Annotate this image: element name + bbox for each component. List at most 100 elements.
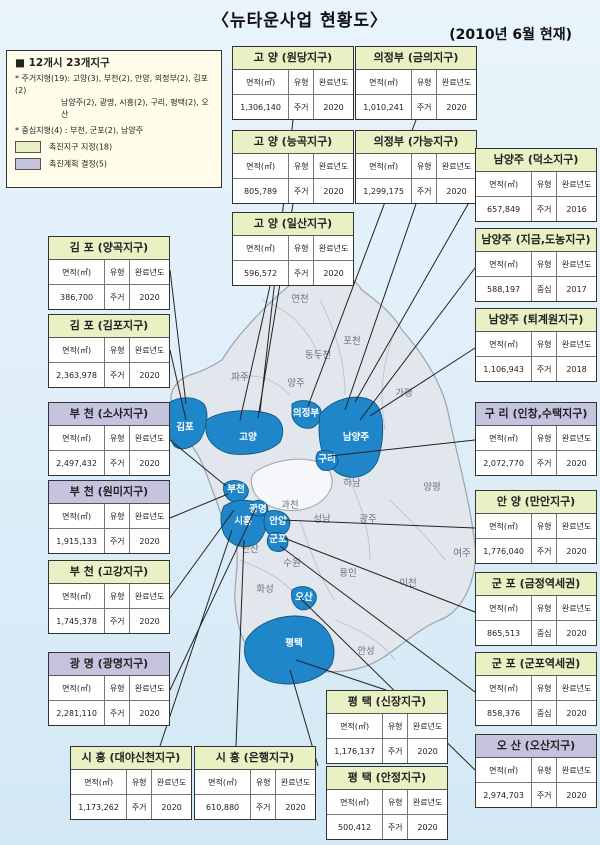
district-table: 면적(㎡) 유형 완료년도 657,849 주거 2016 (476, 172, 596, 221)
type-header: 유형 (104, 426, 131, 451)
district-title: 고 양 (원당지구) (233, 47, 353, 70)
district-table: 면적(㎡) 유형 완료년도 1,776,040 주거 2020 (476, 514, 596, 563)
type-header: 유형 (288, 154, 315, 179)
district-title: 군 포 (금정역세권) (476, 573, 596, 596)
type-header: 유형 (288, 236, 315, 261)
district-box: 오 산 (오산지구) 면적(㎡) 유형 완료년도 2,974,703 주거 2020 (475, 734, 597, 808)
year-value: 2020 (556, 538, 596, 563)
district-box: 남양주 (지금,도농지구) 면적(㎡) 유형 완료년도 588,197 중심 2017 (475, 228, 597, 302)
area-value: 1,176,137 (327, 738, 384, 763)
district-box: 안 양 (만안지구) 면적(㎡) 유형 완료년도 1,776,040 주거 2020 (475, 490, 597, 564)
type-value: 주거 (411, 94, 438, 119)
district-title: 시 흥 (대야신천지구) (71, 747, 191, 770)
year-header: 완료년도 (561, 765, 592, 775)
city-label: 부천 (227, 483, 244, 495)
district-box: 김 포 (김포지구) 면적(㎡) 유형 완료년도 2,363,978 주거 2020 (48, 314, 170, 388)
region-label: 이천 (399, 578, 416, 589)
type-value: 주거 (104, 608, 131, 633)
type-value: 주거 (104, 284, 131, 309)
region-label: 여주 (453, 547, 471, 559)
city-label: 남양주 (343, 431, 369, 443)
year-header: 완료년도 (561, 179, 592, 189)
region-label: 동두천 (305, 350, 331, 361)
year-value: 2020 (313, 178, 353, 203)
district-title: 시 흥 (은행지구) (195, 747, 315, 770)
area-header: 면적(㎡) (356, 154, 413, 179)
district-table: 면적(㎡) 유형 완료년도 386,700 주거 2020 (49, 260, 169, 309)
district-table: 면적(㎡) 유형 완료년도 596,572 주거 2020 (233, 236, 353, 285)
year-value: 2020 (313, 94, 353, 119)
type-header: 유형 (531, 426, 558, 451)
gwangmyeong-area (251, 500, 269, 517)
legend-heading: ■ 12개시 23개지구 (15, 57, 110, 69)
type-header: 유형 (250, 770, 277, 795)
district-box: 의정부 (금의지구) 면적(㎡) 유형 완료년도 1,010,241 주거 2020 (355, 46, 477, 120)
area-header: 면적(㎡) (195, 770, 252, 795)
district-title: 김 포 (양곡지구) (49, 237, 169, 260)
gunpo-area (266, 532, 289, 552)
district-title: 평 택 (신장지구) (327, 691, 447, 714)
seoul-area (250, 458, 333, 511)
year-value: 2020 (556, 450, 596, 475)
district-title: 부 천 (원미지구) (49, 481, 169, 504)
area-value: 2,072,770 (476, 450, 533, 475)
year-value: 2020 (436, 178, 476, 203)
year-value: 2018 (556, 356, 596, 381)
year-header: 완료년도 (561, 339, 592, 349)
year-value: 2020 (313, 260, 353, 285)
type-value: 중심 (531, 276, 558, 301)
leader-line (239, 285, 271, 421)
type-value: 주거 (382, 738, 409, 763)
type-value: 주거 (104, 362, 131, 387)
legend-center-line: * 중심지형(4) : 부천, 군포(2), 남양주 (15, 126, 144, 135)
city-label: 김포 (176, 421, 194, 433)
type-value: 주거 (288, 260, 315, 285)
year-header: 완료년도 (280, 777, 311, 787)
district-title: 의정부 (금의지구) (356, 47, 476, 70)
district-title: 남양주 (퇴계원지구) (476, 309, 596, 332)
type-header: 유형 (531, 758, 558, 783)
year-value: 2020 (407, 814, 447, 839)
legend-residential-line2: 남양주(2), 광명, 시흥(2), 구리, 평택(2), 오산 (61, 98, 209, 119)
type-header: 유형 (531, 596, 558, 621)
district-box: 남양주 (덕소지구) 면적(㎡) 유형 완료년도 657,849 주거 2016 (475, 148, 597, 222)
district-title: 광 명 (광명지구) (49, 653, 169, 676)
year-value: 2020 (129, 608, 169, 633)
type-header: 유형 (382, 790, 409, 815)
area-value: 865,513 (476, 620, 533, 645)
leader-line (359, 267, 476, 421)
year-value: 2020 (129, 700, 169, 725)
area-header: 면적(㎡) (49, 426, 106, 451)
leader-line (344, 203, 417, 411)
area-value: 2,281,110 (49, 700, 106, 725)
leader-line (295, 659, 387, 691)
type-value: 주거 (288, 94, 315, 119)
district-title: 김 포 (김포지구) (49, 315, 169, 338)
district-box: 부 천 (고강지구) 면적(㎡) 유형 완료년도 1,745,378 주거 2020 (48, 560, 170, 634)
area-value: 588,197 (476, 276, 533, 301)
year-header: 완료년도 (318, 243, 349, 253)
district-table: 면적(㎡) 유형 완료년도 2,497,432 주거 2020 (49, 426, 169, 475)
year-header: 완료년도 (412, 797, 443, 807)
area-value: 1,776,040 (476, 538, 533, 563)
district-title: 남양주 (덕소지구) (476, 149, 596, 172)
district-title: 의정부 (가능지구) (356, 131, 476, 154)
area-value: 1,915,133 (49, 528, 106, 553)
area-value: 2,363,978 (49, 362, 106, 387)
district-box: 군 포 (군포역세권) 면적(㎡) 유형 완료년도 858,376 중심 2020 (475, 652, 597, 726)
type-value: 주거 (531, 538, 558, 563)
area-header: 면적(㎡) (476, 676, 533, 701)
map-title: 〈뉴타운사업 현황도〉 (211, 11, 389, 31)
type-header: 유형 (531, 676, 558, 701)
region-label: 안산 (241, 544, 259, 555)
goyang-area (205, 410, 284, 455)
district-table: 면적(㎡) 유형 완료년도 805,789 주거 2020 (233, 154, 353, 203)
region-label: 양주 (287, 378, 305, 389)
year-header: 완료년도 (561, 433, 592, 443)
district-table: 면적(㎡) 유형 완료년도 2,072,770 주거 2020 (476, 426, 596, 475)
area-header: 면적(㎡) (476, 332, 533, 357)
year-value: 2020 (556, 700, 596, 725)
type-value: 주거 (531, 196, 558, 221)
area-value: 1,106,943 (476, 356, 533, 381)
